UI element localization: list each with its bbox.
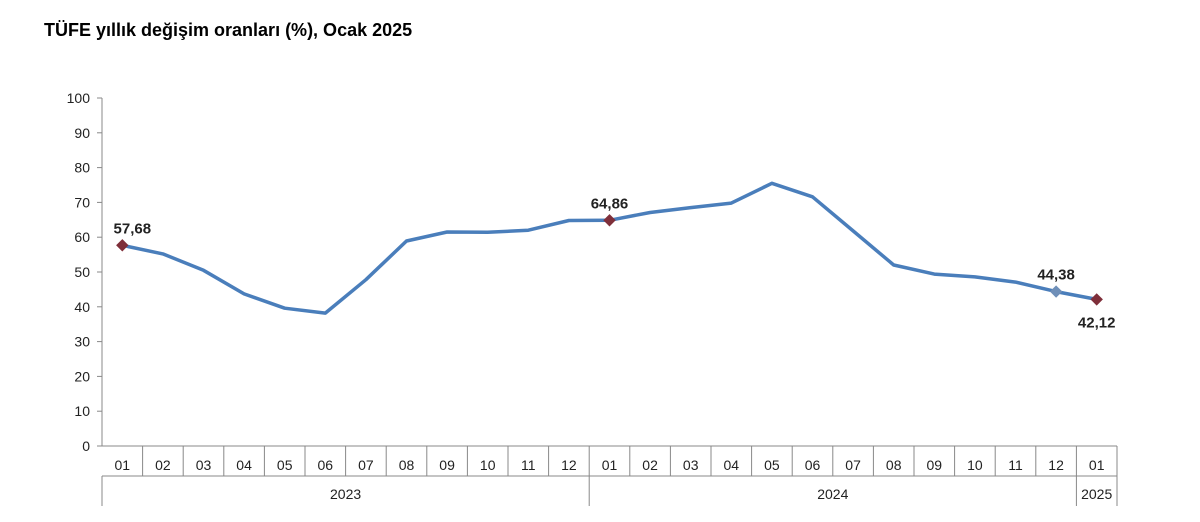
y-tick-label: 10 — [74, 403, 90, 419]
x-tick-label: 06 — [318, 457, 334, 473]
data-marker — [1049, 285, 1063, 298]
x-tick-label: 09 — [927, 457, 943, 473]
year-label: 2025 — [1081, 486, 1112, 502]
x-axis-ticks: 01 02 03 04 05 06 07 08 09 10 11 12 01 02 03 04 05 06 07 08… — [115, 446, 1105, 476]
x-tick-label: 11 — [1008, 457, 1023, 473]
year-label: 2023 — [330, 486, 361, 502]
x-tick-label: 02 — [155, 457, 171, 473]
x-tick-label: 03 — [196, 457, 212, 473]
x-tick-label: 01 — [1089, 457, 1105, 473]
x-tick-label: 06 — [805, 457, 821, 473]
x-tick-label: 09 — [439, 457, 455, 473]
x-tick-label: 12 — [1048, 457, 1064, 473]
y-tick-label: 70 — [74, 194, 90, 210]
y-tick-label: 40 — [74, 299, 90, 315]
x-tick-label: 01 — [115, 457, 131, 473]
data-labels: 57,68 64,86 44,38 42,12 — [114, 195, 1116, 331]
data-marker — [116, 239, 129, 252]
x-tick-label: 04 — [724, 457, 740, 473]
x-tick-label: 04 — [236, 457, 252, 473]
axes — [101, 98, 1118, 477]
y-tick-label: 80 — [74, 160, 90, 176]
x-tick-label: 01 — [602, 457, 618, 473]
y-tick-label: 60 — [74, 229, 90, 245]
x-tick-label: 07 — [358, 457, 374, 473]
x-tick-label: 03 — [683, 457, 699, 473]
year-labels: 2023 2024 2025 — [101, 476, 1118, 506]
x-tick-label: 05 — [764, 457, 780, 473]
x-tick-label: 12 — [561, 457, 577, 473]
y-tick-label: 0 — [82, 438, 90, 454]
x-tick-label: 08 — [886, 457, 902, 473]
y-axis-ticks: 0 10 20 30 40 50 60 70 80 90 100 — [67, 90, 102, 454]
data-label: 42,12 — [1078, 314, 1116, 331]
x-tick-label: 05 — [277, 457, 293, 473]
data-label: 64,86 — [591, 195, 629, 212]
data-marker — [1090, 293, 1103, 306]
x-tick-label: 11 — [521, 457, 536, 473]
data-marker — [603, 214, 616, 227]
x-tick-label: 08 — [399, 457, 415, 473]
x-tick-label: 07 — [845, 457, 861, 473]
chart-title: TÜFE yıllık değişim oranları (%), Ocak 2… — [44, 20, 413, 40]
x-tick-label: 10 — [967, 457, 983, 473]
data-label: 57,68 — [114, 220, 152, 237]
y-tick-label: 30 — [74, 334, 90, 350]
x-tick-label: 02 — [642, 457, 658, 473]
year-label: 2024 — [817, 486, 848, 502]
y-tick-label: 20 — [74, 368, 90, 384]
x-tick-label: 10 — [480, 457, 496, 473]
data-markers — [116, 214, 1103, 306]
y-tick-label: 90 — [74, 125, 90, 141]
y-tick-label: 50 — [74, 264, 90, 280]
y-tick-label: 100 — [67, 90, 91, 106]
data-label: 44,38 — [1037, 267, 1075, 284]
